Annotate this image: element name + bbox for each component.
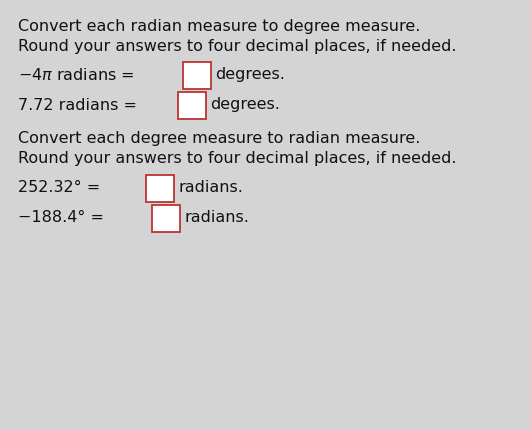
Text: 252.32° =: 252.32° = [18, 181, 100, 196]
Text: Round your answers to four decimal places, if needed.: Round your answers to four decimal place… [18, 40, 457, 55]
FancyBboxPatch shape [146, 175, 174, 202]
Text: 7.72 radians =: 7.72 radians = [18, 98, 137, 113]
Text: Convert each radian measure to degree measure.: Convert each radian measure to degree me… [18, 19, 421, 34]
FancyBboxPatch shape [178, 92, 206, 119]
Text: −188.4° =: −188.4° = [18, 211, 104, 225]
Text: radians.: radians. [184, 211, 249, 225]
Text: degrees.: degrees. [210, 98, 280, 113]
FancyBboxPatch shape [152, 205, 180, 231]
Text: degrees.: degrees. [215, 68, 285, 83]
Text: radians.: radians. [178, 181, 243, 196]
Text: Round your answers to four decimal places, if needed.: Round your answers to four decimal place… [18, 151, 457, 166]
Text: Convert each degree measure to radian measure.: Convert each degree measure to radian me… [18, 130, 421, 145]
FancyBboxPatch shape [183, 61, 211, 89]
Text: $-4\pi$ radians =: $-4\pi$ radians = [18, 67, 134, 83]
